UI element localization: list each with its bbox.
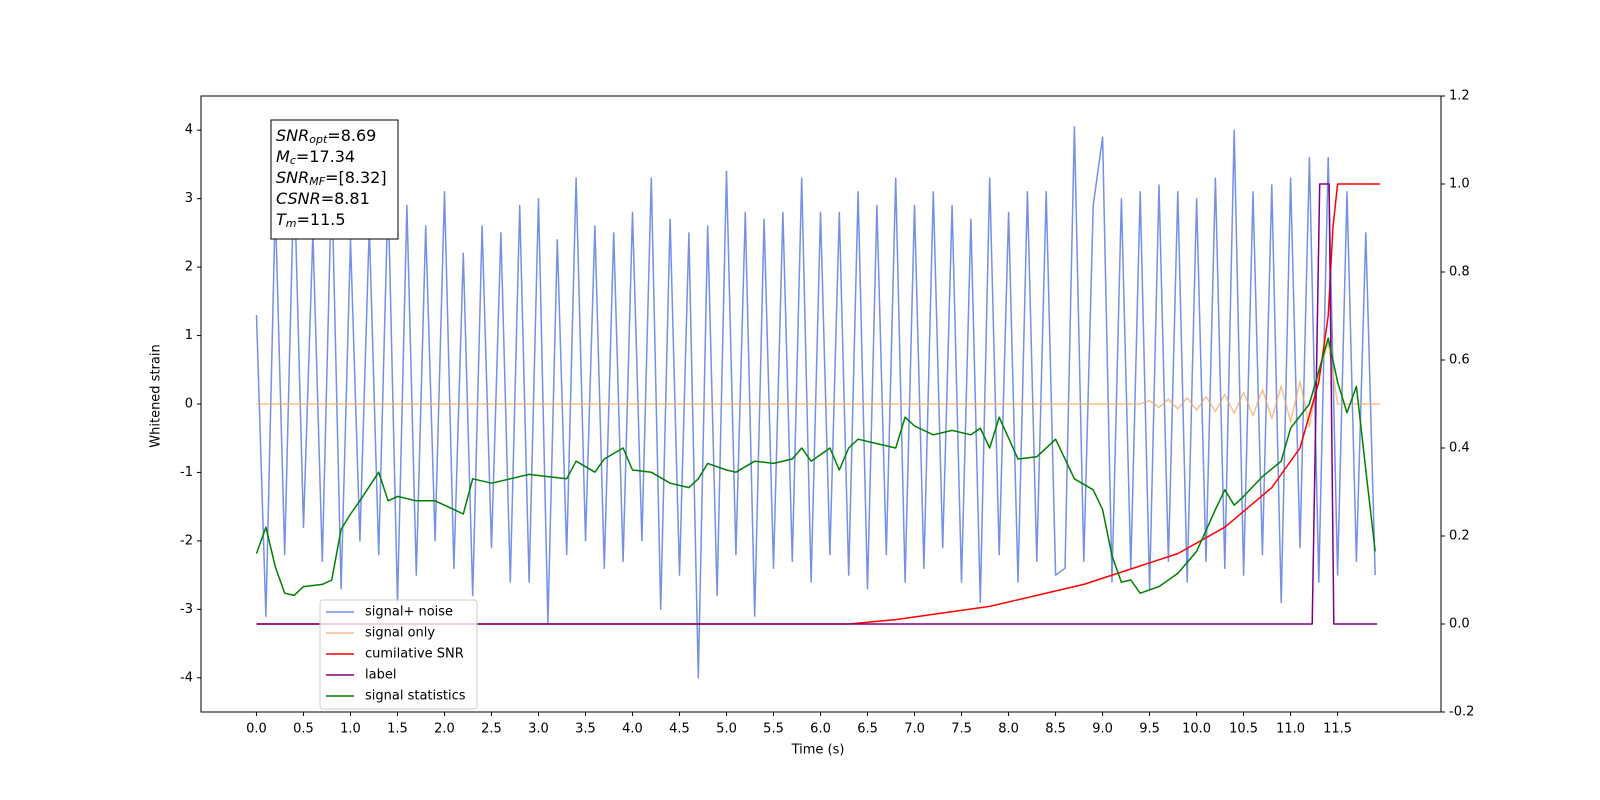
x-tick-label: 9.5 bbox=[1139, 722, 1160, 737]
y2-tick-label: 1.2 bbox=[1449, 89, 1470, 104]
x-tick-label: 10.5 bbox=[1229, 722, 1258, 737]
annotation-text: Mc=17.34 bbox=[276, 147, 355, 168]
annotation-text: CSNR=8.81 bbox=[276, 189, 370, 208]
annotation-value: =[8.32] bbox=[325, 168, 387, 187]
x-tick-label: 1.0 bbox=[340, 722, 361, 737]
annotation-text: Tm=11.5 bbox=[276, 210, 346, 231]
y-tick-label: 2 bbox=[185, 260, 193, 275]
y2-tick-label: 0.0 bbox=[1449, 617, 1470, 632]
x-tick-label: 11.0 bbox=[1276, 722, 1305, 737]
annotation-frame bbox=[270, 119, 399, 240]
y2-tick-label: 0.8 bbox=[1449, 265, 1470, 280]
x-tick-label: 4.0 bbox=[622, 722, 643, 737]
y2-tick-label: 0.2 bbox=[1449, 529, 1470, 544]
x-tick-label: 4.5 bbox=[669, 722, 690, 737]
series-line bbox=[256, 183, 1378, 625]
legend-label: signal statistics bbox=[365, 689, 466, 704]
x-tick-label: 6.5 bbox=[857, 722, 878, 737]
annotation-value: =8.81 bbox=[321, 189, 370, 208]
y-tick-label: -2 bbox=[180, 533, 193, 548]
annotation-value: =11.5 bbox=[297, 210, 346, 229]
y-axis-label: Whitened strain bbox=[149, 344, 164, 447]
x-tick-label: 1.5 bbox=[387, 722, 408, 737]
x-tick-label: 7.5 bbox=[951, 722, 972, 737]
legend-label: label bbox=[365, 668, 396, 683]
annotation-value: =17.34 bbox=[296, 147, 355, 166]
x-tick-label: 7.0 bbox=[904, 722, 925, 737]
y2-tick-label: -0.2 bbox=[1449, 705, 1474, 720]
y2-tick-label: 0.6 bbox=[1449, 353, 1470, 368]
x-tick-label: 10.0 bbox=[1182, 722, 1211, 737]
x-tick-label: 2.0 bbox=[434, 722, 455, 737]
x-tick-label: 6.0 bbox=[810, 722, 831, 737]
series-line bbox=[256, 341, 1380, 428]
y-tick-label: 1 bbox=[185, 328, 193, 343]
y-tick-label: 3 bbox=[185, 191, 193, 206]
annotation-symbol: CSNR bbox=[276, 189, 321, 208]
annotation-box: SNRopt=8.69Mc=17.34SNRMF=[8.32]CSNR=8.81… bbox=[270, 119, 399, 240]
x-tick-label: 3.5 bbox=[575, 722, 596, 737]
series-line bbox=[255, 337, 1376, 597]
plot-area bbox=[255, 126, 1380, 679]
legend-frame bbox=[319, 599, 478, 710]
x-tick-label: 11.5 bbox=[1323, 722, 1352, 737]
annotation-symbol: SNR bbox=[276, 126, 309, 145]
annotation-value: =8.69 bbox=[327, 126, 376, 145]
x-tick-label: 2.5 bbox=[481, 722, 502, 737]
y-tick-label: 4 bbox=[185, 123, 193, 138]
x-tick-label: 5.0 bbox=[716, 722, 737, 737]
annotation-symbol: SNR bbox=[276, 168, 309, 187]
x-tick-label: 0.5 bbox=[293, 722, 314, 737]
legend-label: signal+ noise bbox=[365, 605, 453, 620]
legend-label: cumilative SNR bbox=[365, 647, 464, 662]
annotation-symbol: T bbox=[276, 210, 287, 229]
x-tick-label: 0.0 bbox=[246, 722, 267, 737]
y2-tick-label: 0.4 bbox=[1449, 441, 1470, 456]
y-tick-label: -3 bbox=[180, 602, 193, 617]
annotation-text: SNRopt=8.69 bbox=[276, 126, 376, 147]
annotation-symbol: M bbox=[276, 147, 290, 166]
annotation-subscript: c bbox=[290, 154, 296, 167]
x-tick-label: 8.5 bbox=[1045, 722, 1066, 737]
x-tick-label: 5.5 bbox=[763, 722, 784, 737]
annotation-subscript: m bbox=[286, 217, 297, 230]
annotation-subscript: MF bbox=[309, 175, 325, 188]
series-line bbox=[255, 126, 1376, 679]
y-tick-label: -4 bbox=[180, 670, 193, 685]
y-tick-label: 0 bbox=[185, 397, 193, 412]
x-tick-label: 3.0 bbox=[528, 722, 549, 737]
x-tick-label: 9.0 bbox=[1092, 722, 1113, 737]
annotation-text: SNRMF=[8.32] bbox=[276, 168, 387, 189]
y2-tick-label: 1.0 bbox=[1449, 177, 1470, 192]
x-tick-label: 8.0 bbox=[998, 722, 1019, 737]
x-axis-label: Time (s) bbox=[791, 743, 845, 758]
legend-label: signal only bbox=[365, 626, 435, 641]
y-tick-label: -1 bbox=[180, 465, 193, 480]
annotation-subscript: opt bbox=[309, 133, 328, 146]
legend: signal+ noise signal only cumilative SNR la… bbox=[319, 599, 478, 710]
